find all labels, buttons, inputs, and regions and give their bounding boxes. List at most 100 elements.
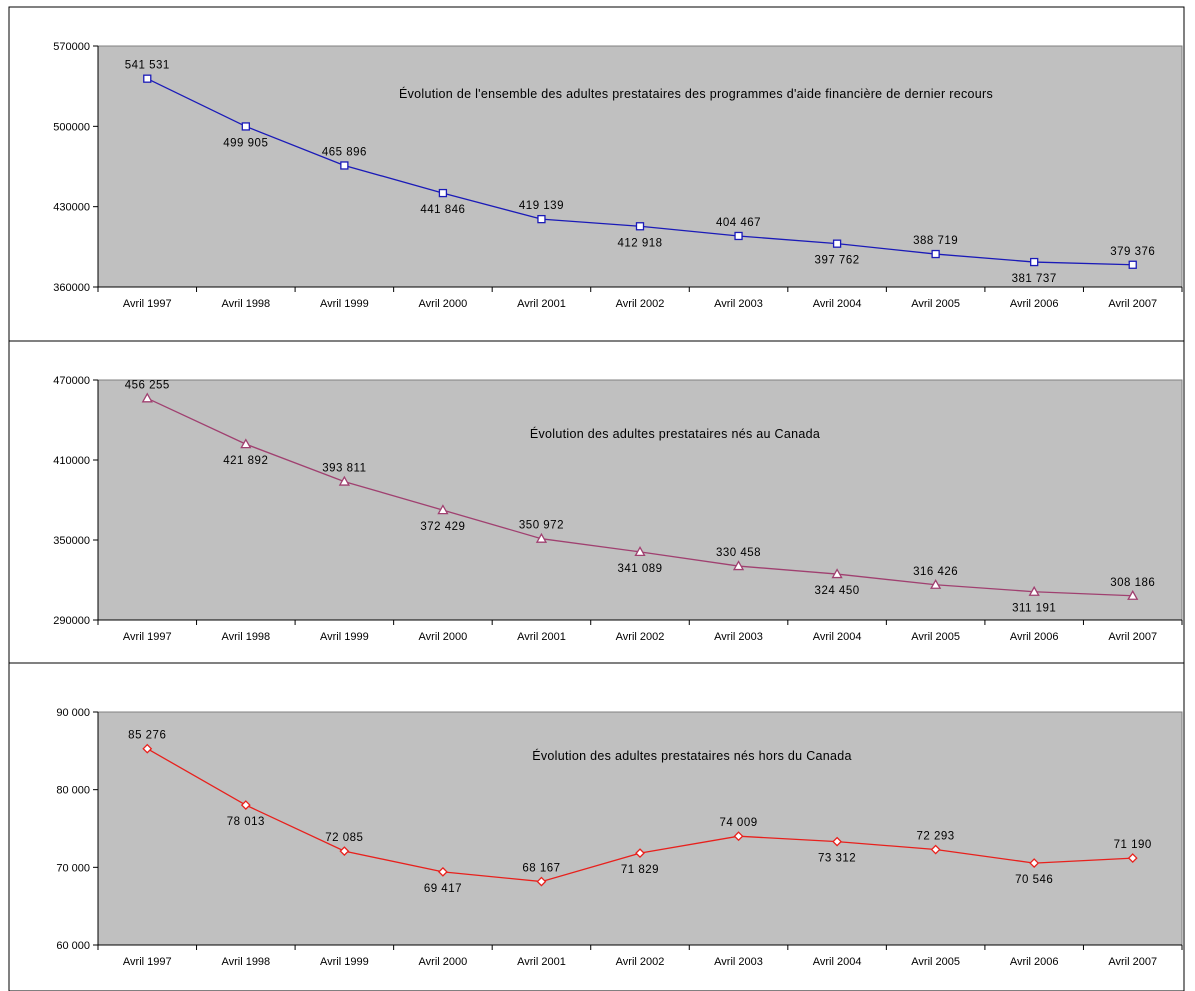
data-point — [635, 222, 645, 231]
data-label: 372 429 — [420, 521, 465, 533]
x-tick-label: Avril 2007 — [1108, 631, 1157, 643]
x-tick-label: Avril 1998 — [221, 298, 270, 310]
data-point — [535, 532, 548, 543]
data-label: 381 737 — [1012, 273, 1057, 285]
plot-area — [97, 711, 1183, 946]
data-point — [733, 831, 744, 842]
x-tick-label: Avril 1997 — [123, 956, 172, 968]
x-tick-label: Avril 2001 — [517, 631, 566, 643]
chart-title: Évolution de l'ensemble des adultes pres… — [399, 86, 993, 101]
x-tick-label: Avril 2002 — [616, 298, 665, 310]
chart-panel-1: 360000 430000 500000 570000 Avril 1997 Avril … — [8, 6, 1185, 342]
data-point — [930, 844, 941, 855]
x-tick-label: Avril 2001 — [517, 956, 566, 968]
x-tick-label: Avril 2004 — [813, 631, 862, 643]
data-label: 78 013 — [227, 816, 265, 828]
data-label: 499 905 — [223, 137, 268, 149]
x-tick-label: Avril 2004 — [813, 298, 862, 310]
y-tick-label: 500000 — [53, 121, 90, 133]
y-tick-label: 430000 — [53, 202, 90, 214]
data-point — [143, 74, 152, 83]
data-label: 465 896 — [322, 146, 367, 158]
chart-title: Évolution des adultes prestataires nés a… — [530, 426, 820, 441]
chart-panel-2: 290000 350000 410000 470000 Avril 1997 Avril … — [8, 340, 1185, 664]
data-point — [732, 560, 745, 571]
data-point — [240, 800, 251, 811]
x-tick-label: Avril 2005 — [911, 631, 960, 643]
data-label: 308 186 — [1110, 577, 1155, 589]
y-tick-label: 360000 — [53, 282, 90, 294]
x-tick-label: Avril 2006 — [1010, 956, 1059, 968]
data-point — [141, 392, 153, 403]
chart-title: Évolution des adultes prestataires nés h… — [532, 748, 852, 763]
data-label: 341 089 — [617, 563, 662, 575]
data-point — [634, 546, 646, 557]
data-point — [437, 866, 448, 877]
data-point — [338, 475, 350, 486]
x-tick-label: Avril 2001 — [517, 298, 566, 310]
data-point — [831, 568, 843, 579]
data-point — [339, 846, 350, 857]
data-label: 316 426 — [913, 566, 958, 578]
y-tick-label: 410000 — [53, 455, 90, 467]
x-tick-label: Avril 2000 — [419, 298, 468, 310]
data-label: 541 531 — [125, 60, 170, 72]
data-point — [832, 836, 843, 847]
data-point — [1127, 589, 1139, 600]
data-point — [142, 743, 153, 754]
data-label: 73 312 — [818, 853, 856, 865]
x-tick-label: Avril 1999 — [320, 298, 369, 310]
y-tick-label: 70 000 — [56, 862, 90, 874]
data-label: 74 009 — [719, 817, 757, 829]
y-tick-label: 570000 — [53, 41, 90, 53]
x-tick-label: Avril 1997 — [123, 298, 172, 310]
data-label: 404 467 — [716, 217, 761, 229]
data-point — [241, 122, 250, 131]
x-tick-label: Avril 2006 — [1010, 631, 1059, 643]
data-label: 330 458 — [716, 547, 761, 559]
y-tick-label: 60 000 — [56, 940, 90, 952]
data-point — [1128, 260, 1137, 269]
data-point — [1030, 257, 1039, 267]
data-label: 421 892 — [223, 455, 268, 467]
x-tick-label: Avril 2000 — [419, 631, 468, 643]
x-tick-label: Avril 2007 — [1108, 298, 1157, 310]
data-point — [1028, 585, 1040, 596]
data-label: 311 191 — [1012, 603, 1056, 615]
data-point — [437, 504, 449, 515]
data-point — [931, 249, 940, 259]
x-tick-label: Avril 1997 — [123, 631, 172, 643]
y-tick-label: 290000 — [53, 615, 90, 627]
data-label: 72 293 — [917, 831, 955, 843]
data-point — [240, 438, 252, 449]
data-point — [536, 876, 547, 887]
data-point — [635, 848, 645, 859]
x-tick-label: Avril 2002 — [616, 631, 665, 643]
data-label: 441 846 — [420, 204, 465, 216]
data-label: 397 762 — [815, 255, 860, 267]
data-label: 72 085 — [325, 832, 363, 844]
data-label: 70 546 — [1015, 874, 1053, 886]
data-label: 393 811 — [322, 463, 366, 475]
x-tick-label: Avril 2002 — [616, 956, 665, 968]
y-tick-label: 90 000 — [56, 707, 90, 719]
x-tick-label: Avril 2003 — [714, 631, 763, 643]
data-label: 419 139 — [519, 200, 564, 212]
x-tick-label: Avril 2005 — [911, 956, 960, 968]
x-tick-label: Avril 2003 — [714, 298, 763, 310]
data-label: 324 450 — [815, 585, 860, 597]
data-point — [340, 161, 349, 170]
y-tick-label: 80 000 — [56, 785, 90, 797]
data-label: 69 417 — [424, 883, 462, 895]
data-label: 388 719 — [913, 235, 958, 247]
x-tick-label: Avril 1998 — [221, 631, 270, 643]
data-point — [734, 231, 743, 241]
x-tick-label: Avril 2007 — [1108, 956, 1157, 968]
data-label: 71 190 — [1114, 839, 1152, 851]
y-tick-label: 470000 — [53, 375, 90, 387]
x-tick-label: Avril 2004 — [813, 956, 862, 968]
data-label: 85 276 — [128, 730, 166, 742]
chart-panel-3: 60 000 70 000 80 000 90 000 Avril 1997 Avril … — [8, 662, 1185, 991]
data-point — [930, 578, 942, 589]
